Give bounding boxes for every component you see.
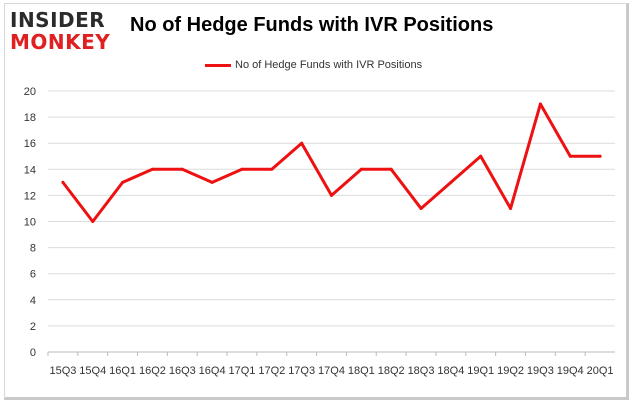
x-tick-label: 15Q4 [79, 365, 106, 377]
x-tick-label: 18Q4 [437, 365, 464, 377]
chart-frame [4, 3, 629, 400]
x-tick-label: 18Q3 [408, 365, 435, 377]
data-point [121, 180, 125, 184]
x-tick-label: 19Q3 [527, 365, 554, 377]
y-tick-label: 14 [24, 164, 36, 176]
chart-legend: No of Hedge Funds with IVR Positions [205, 58, 422, 72]
y-tick-label: 4 [30, 295, 36, 307]
data-point [180, 167, 184, 171]
y-tick-label: 16 [24, 138, 36, 150]
data-point [330, 193, 333, 197]
logo-top-word: INSIDER [10, 8, 106, 32]
data-point [270, 167, 274, 171]
data-point [538, 102, 542, 106]
y-tick-label: 12 [24, 190, 36, 202]
series-line [61, 102, 602, 223]
data-point [389, 167, 393, 171]
x-tick-label: 19Q1 [467, 365, 494, 377]
data-point [359, 167, 363, 171]
data-point [240, 167, 244, 171]
data-point [61, 180, 65, 184]
data-point [598, 154, 602, 158]
logo-bottom-word: MONKEY [10, 30, 111, 54]
data-point [91, 220, 95, 223]
y-tick-label: 8 [30, 243, 36, 255]
x-tick-label: 15Q3 [49, 365, 76, 377]
x-tick-label: 18Q2 [378, 365, 405, 377]
x-tick-label: 17Q4 [318, 365, 345, 377]
x-tick-label: 20Q1 [587, 365, 614, 377]
y-tick-label: 20 [24, 86, 36, 98]
x-tick-label: 17Q1 [229, 365, 256, 377]
data-point [568, 154, 572, 158]
legend-swatch [205, 63, 231, 67]
data-point [419, 206, 423, 210]
data-point [210, 180, 214, 184]
y-tick-label: 0 [30, 347, 36, 359]
y-tick-label: 2 [30, 321, 36, 333]
insider-monkey-logo: INSIDER MONKEY [10, 8, 114, 54]
chart-title: No of Hedge Funds with IVR Positions [130, 14, 494, 36]
x-tick-label: 16Q4 [199, 365, 226, 377]
y-tick-label: 18 [24, 112, 36, 124]
legend-label: No of Hedge Funds with IVR Positions [235, 59, 423, 71]
x-tick-label: 17Q2 [258, 365, 285, 377]
y-tick-label: 6 [30, 269, 36, 281]
data-point [150, 167, 154, 171]
data-point [479, 154, 483, 158]
data-point [509, 206, 513, 210]
x-tick-label: 16Q2 [139, 365, 166, 377]
x-tick-label: 19Q2 [497, 365, 524, 377]
x-tick-label: 19Q4 [557, 365, 584, 377]
x-tick-label: 18Q1 [348, 365, 375, 377]
y-tick-label: 10 [24, 217, 36, 229]
x-tick-label: 16Q1 [109, 365, 136, 377]
x-tick-label: 17Q3 [288, 365, 315, 377]
x-tick-label: 16Q3 [169, 365, 196, 377]
data-point [300, 141, 304, 145]
data-point [449, 180, 453, 184]
